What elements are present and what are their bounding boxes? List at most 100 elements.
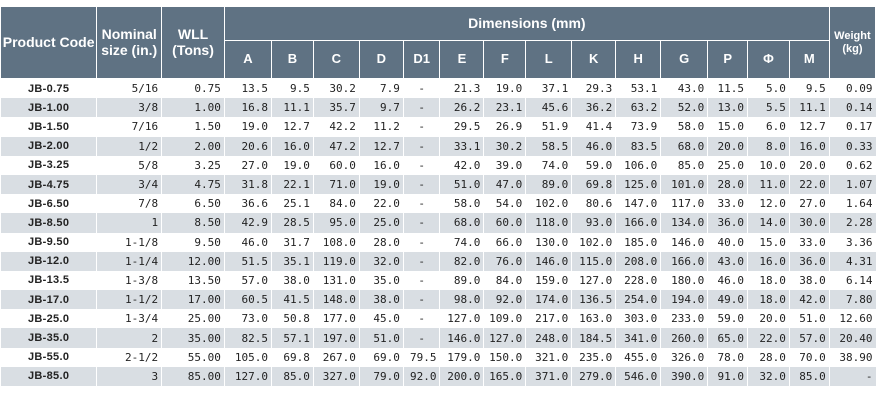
- cell-phi: 18.0: [747, 290, 790, 310]
- cell-e: 29.5: [439, 117, 484, 137]
- header-dim-b: B: [271, 40, 314, 79]
- table-row: JB-55.0 2-1/2 55.00 105.0 69.8 267.0 69.0 79.5 1…: [0, 347, 876, 367]
- cell-p: 13.0: [707, 98, 748, 118]
- cell-wll: 13.50: [161, 270, 225, 291]
- cell-d1: -: [402, 155, 440, 175]
- cell-k: 93.0: [571, 213, 616, 233]
- cell-e: 82.0: [439, 251, 484, 271]
- cell-p: 43.0: [707, 251, 748, 271]
- cell-d: 45.0: [358, 309, 404, 329]
- cell-g: 260.0: [660, 328, 708, 348]
- cell-nominal-size: 5/16: [96, 78, 162, 99]
- header-dim-m: M: [788, 40, 830, 79]
- cell-product-code: JB-8.50: [0, 213, 97, 233]
- cell-d: 51.0: [358, 328, 404, 348]
- cell-nominal-size: 1-1/8: [96, 232, 162, 252]
- cell-wll: 8.50: [161, 213, 225, 233]
- cell-nominal-size: 3/8: [96, 98, 162, 118]
- cell-l: 37.1: [525, 78, 572, 99]
- cell-product-code: JB-9.50: [0, 232, 97, 252]
- cell-a: 60.5: [223, 290, 272, 310]
- table-row: JB-9.50 1-1/8 9.50 46.0 31.7 108.0 28.0-74.0 66…: [0, 232, 876, 252]
- cell-g: 194.0: [660, 290, 708, 310]
- cell-c: 60.0: [312, 155, 360, 175]
- cell-d: 22.0: [358, 194, 404, 214]
- cell-nominal-size: 3: [96, 366, 162, 386]
- cell-f: 60.0: [483, 213, 526, 233]
- cell-k: 69.8: [571, 174, 616, 195]
- cell-f: 47.0: [483, 174, 526, 195]
- cell-d: 7.9: [358, 78, 404, 99]
- cell-f: 54.0: [483, 194, 526, 214]
- dimensions-table: Product Code Nominal size (in.) WLL (Ton…: [0, 6, 876, 386]
- table-row: JB-2.00 1/2 2.00 20.6 16.0 47.2 12.7-33.1 30.2 5…: [0, 136, 876, 156]
- cell-phi: 12.0: [747, 194, 790, 214]
- cell-weight: 20.40: [828, 328, 876, 348]
- table-row: JB-4.75 3/4 4.75 31.8 22.1 71.0 19.0-51.0 47.0 8…: [0, 174, 876, 195]
- cell-d: 25.0: [358, 213, 404, 233]
- cell-e: 68.0: [439, 213, 484, 233]
- cell-nominal-size: 1/2: [96, 136, 162, 156]
- cell-h: 83.5: [615, 136, 661, 156]
- cell-f: 127.0: [483, 328, 526, 348]
- cell-c: 35.7: [312, 98, 360, 118]
- cell-k: 163.0: [571, 309, 616, 329]
- cell-weight: 12.60: [828, 309, 876, 329]
- cell-phi: 16.0: [747, 251, 790, 271]
- cell-p: 40.0: [707, 232, 748, 252]
- cell-product-code: JB-4.75: [0, 174, 97, 195]
- cell-d1: -: [402, 194, 440, 214]
- cell-weight: 0.09: [828, 78, 876, 99]
- cell-a: 16.8: [223, 98, 272, 118]
- cell-weight: 0.33: [828, 136, 876, 156]
- cell-weight: 4.31: [828, 251, 876, 271]
- cell-h: 303.0: [615, 309, 661, 329]
- cell-m: 57.0: [788, 328, 830, 348]
- cell-b: 25.1: [271, 194, 314, 214]
- cell-g: 134.0: [660, 213, 708, 233]
- cell-l: 174.0: [525, 290, 572, 310]
- cell-g: 326.0: [660, 347, 708, 367]
- cell-k: 279.0: [571, 366, 616, 386]
- cell-k: 36.2: [571, 98, 616, 118]
- header-dim-h: H: [615, 40, 662, 79]
- cell-e: 200.0: [439, 366, 484, 386]
- table-body: JB-0.75 5/16 0.75 13.5 9.5 30.2 7.9-21.3 19.0 37…: [0, 78, 876, 386]
- cell-d1: -: [402, 98, 440, 118]
- cell-nominal-size: 5/8: [96, 155, 162, 175]
- cell-l: 321.0: [525, 347, 572, 367]
- cell-h: 228.0: [615, 270, 661, 291]
- cell-g: 180.0: [660, 270, 708, 291]
- cell-c: 177.0: [312, 309, 360, 329]
- cell-f: 39.0: [483, 155, 526, 175]
- cell-c: 131.0: [312, 270, 360, 291]
- cell-p: 25.0: [707, 155, 748, 175]
- cell-d1: -: [402, 174, 440, 195]
- cell-m: 16.0: [788, 136, 830, 156]
- header-dim-a: A: [223, 40, 273, 79]
- cell-k: 127.0: [571, 270, 616, 291]
- cell-h: 73.9: [615, 117, 661, 137]
- cell-nominal-size: 3/4: [96, 174, 162, 195]
- cell-l: 51.9: [525, 117, 572, 137]
- cell-d1: 92.0: [402, 366, 440, 386]
- header-dim-g: G: [660, 40, 709, 79]
- cell-g: 101.0: [660, 174, 708, 195]
- cell-weight: 7.80: [828, 290, 876, 310]
- table-row: JB-35.0 2 35.00 82.5 57.1 197.0 51.0-146.0 127.…: [0, 328, 876, 348]
- cell-g: 146.0: [660, 232, 708, 252]
- cell-h: 125.0: [615, 174, 661, 195]
- cell-phi: 32.0: [747, 366, 790, 386]
- cell-k: 184.5: [571, 328, 616, 348]
- cell-m: 27.0: [788, 194, 830, 214]
- cell-phi: 18.0: [747, 270, 790, 291]
- cell-m: 85.0: [788, 366, 830, 386]
- cell-g: 68.0: [660, 136, 708, 156]
- cell-wll: 0.75: [161, 78, 225, 99]
- cell-l: 146.0: [525, 251, 572, 271]
- cell-m: 30.0: [788, 213, 830, 233]
- cell-l: 89.0: [525, 174, 572, 195]
- cell-c: 47.2: [312, 136, 360, 156]
- cell-f: 23.1: [483, 98, 526, 118]
- cell-e: 89.0: [439, 270, 484, 291]
